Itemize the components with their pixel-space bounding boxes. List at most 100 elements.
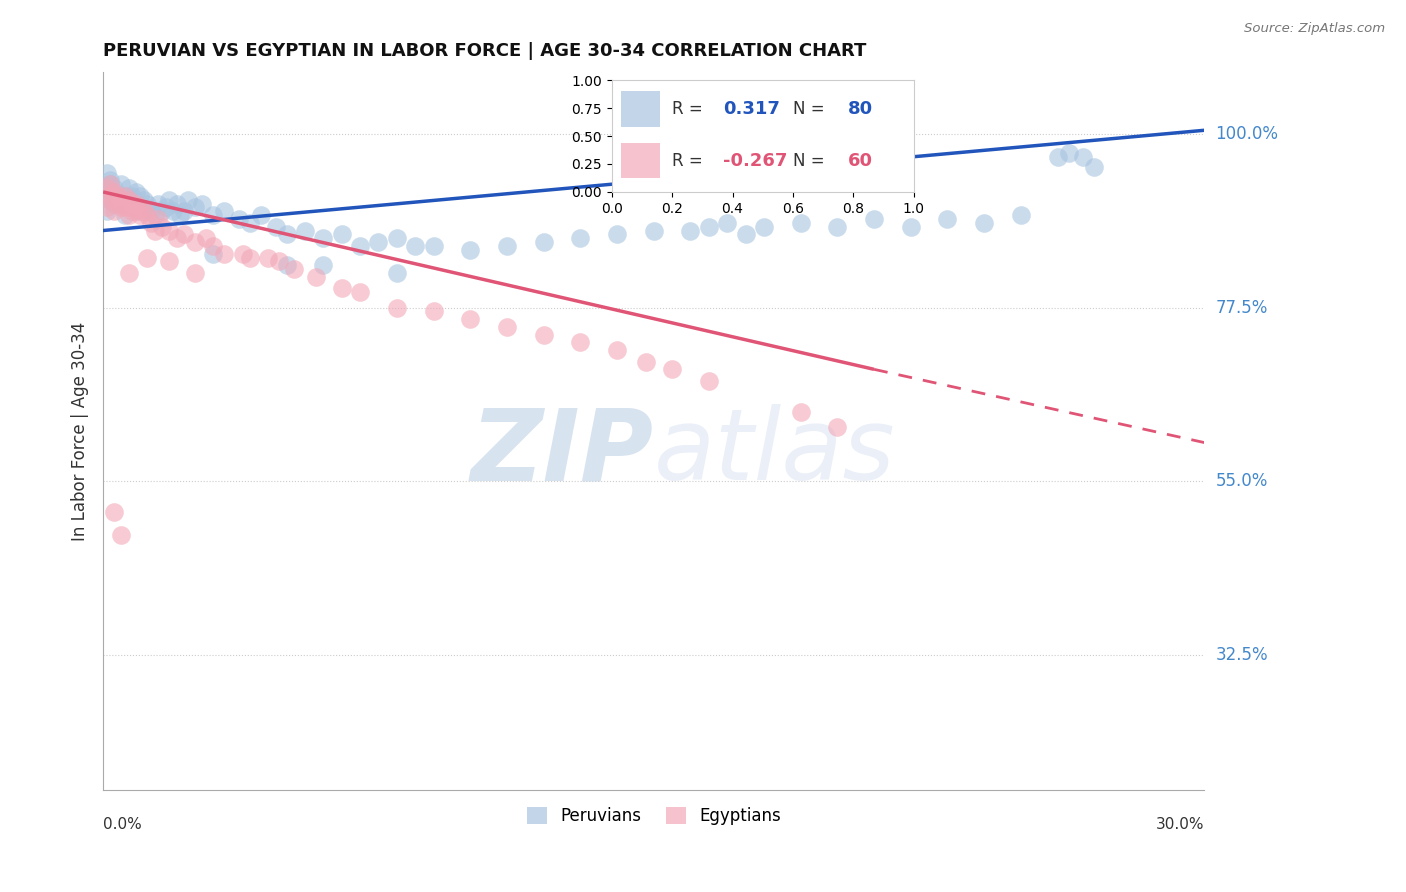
Point [349, 239, 371, 253]
Text: 55.0%: 55.0% [1216, 472, 1268, 490]
Point [184, 200, 207, 214]
Point [173, 204, 195, 219]
Point [96, 204, 118, 219]
Point [103, 196, 125, 211]
Point [96, 181, 118, 195]
Legend: Peruvians, Egyptians: Peruvians, Egyptians [520, 800, 787, 831]
Point [155, 200, 177, 214]
Point [100, 189, 122, 203]
Point [128, 208, 150, 222]
Point [697, 374, 720, 388]
Text: R =: R = [672, 152, 709, 169]
Point [128, 200, 150, 214]
Point [107, 189, 129, 203]
Point [173, 227, 195, 242]
Point [569, 231, 592, 245]
Point [114, 208, 136, 222]
Point [202, 208, 225, 222]
Point [239, 251, 262, 265]
Point [110, 528, 132, 542]
Point [118, 193, 141, 207]
Point [110, 193, 132, 207]
Text: PERUVIAN VS EGYPTIAN IN LABOR FORCE | AGE 30-34 CORRELATION CHART: PERUVIAN VS EGYPTIAN IN LABOR FORCE | AG… [103, 42, 866, 60]
Point [458, 243, 481, 257]
Point [385, 231, 408, 245]
Point [121, 200, 143, 214]
Point [118, 193, 141, 207]
Point [166, 231, 188, 245]
Text: 0.0%: 0.0% [103, 817, 142, 832]
Point [679, 223, 702, 237]
Point [110, 178, 132, 192]
Point [184, 235, 207, 249]
Point [103, 204, 125, 219]
Point [157, 254, 180, 268]
Text: R =: R = [672, 100, 709, 118]
Point [239, 216, 262, 230]
Text: 0.317: 0.317 [724, 100, 780, 118]
Point [150, 219, 173, 234]
Point [496, 239, 519, 253]
Point [103, 505, 125, 519]
Point [533, 327, 555, 342]
Point [312, 258, 335, 272]
Point [157, 223, 180, 237]
Point [214, 204, 236, 219]
Point [132, 204, 155, 219]
Point [900, 219, 922, 234]
Point [367, 235, 389, 249]
Point [789, 405, 811, 419]
Point [169, 208, 191, 222]
Point [422, 239, 444, 253]
Point [1071, 150, 1094, 164]
Point [96, 166, 118, 180]
Point [606, 343, 628, 357]
Point [606, 227, 628, 242]
Point [157, 193, 180, 207]
Text: atlas: atlas [654, 404, 896, 501]
Point [202, 239, 225, 253]
Point [1010, 208, 1032, 222]
Point [202, 246, 225, 260]
Point [128, 204, 150, 219]
Point [269, 254, 291, 268]
Point [96, 181, 118, 195]
Point [422, 304, 444, 318]
Point [128, 189, 150, 203]
Point [250, 208, 273, 222]
Text: Source: ZipAtlas.com: Source: ZipAtlas.com [1244, 22, 1385, 36]
Point [118, 181, 141, 195]
Point [107, 189, 129, 203]
Point [110, 200, 132, 214]
Point [232, 246, 254, 260]
Point [184, 266, 207, 280]
Point [636, 354, 658, 368]
Y-axis label: In Labor Force | Age 30-34: In Labor Force | Age 30-34 [72, 321, 89, 541]
Point [228, 211, 250, 226]
Point [125, 204, 148, 219]
Point [162, 204, 184, 219]
Point [305, 269, 328, 284]
Point [100, 193, 122, 207]
Point [385, 301, 408, 315]
Point [643, 223, 665, 237]
Point [191, 196, 214, 211]
Point [283, 262, 305, 277]
Text: 77.5%: 77.5% [1216, 299, 1268, 317]
Point [827, 219, 849, 234]
Point [103, 185, 125, 199]
Point [1083, 160, 1105, 174]
Point [107, 193, 129, 207]
Point [150, 204, 173, 219]
Point [973, 216, 995, 230]
Text: -0.267: -0.267 [724, 152, 787, 169]
Point [533, 235, 555, 249]
Point [121, 204, 143, 219]
Text: N =: N = [793, 152, 824, 169]
Text: ZIP: ZIP [471, 404, 654, 501]
Point [827, 420, 849, 434]
Point [789, 216, 811, 230]
Text: 60: 60 [848, 152, 872, 169]
Point [143, 208, 166, 222]
Point [100, 178, 122, 192]
